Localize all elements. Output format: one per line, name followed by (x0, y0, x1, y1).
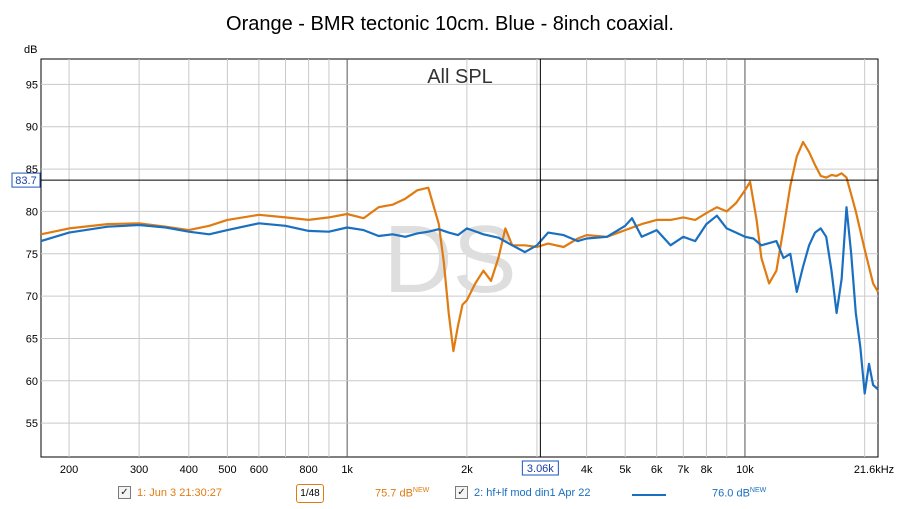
series1-new-badge: NEW (412, 487, 430, 494)
x-tick-label: 200 (60, 464, 78, 476)
x-tick-label: 600 (250, 464, 268, 476)
cursor[interactable]: 83.7 3.06k (11, 59, 878, 476)
x-tick-label: 8k (701, 464, 713, 476)
y-tick-label: 95 (26, 79, 38, 91)
watermark: DS (383, 206, 516, 313)
y-tick-label: 85 (26, 164, 38, 176)
x-tick-label: 4k (581, 464, 593, 476)
x-tick-label: 500 (218, 464, 236, 476)
series1-checkbox[interactable]: ✓ (118, 486, 131, 499)
x-tick-label: 400 (180, 464, 198, 476)
y-tick-label: 55 (26, 418, 38, 430)
y-tick-label: 70 (26, 291, 38, 303)
series2-value-text: 76.0 dB (712, 487, 750, 500)
cursor-x-readout-box (521, 460, 559, 476)
y-tick-label: 65 (26, 333, 38, 345)
x-tick-label: 7k (678, 464, 690, 476)
series2-line-swatch (632, 494, 666, 496)
x-tick-label: 10k (736, 464, 754, 476)
y-tick-label: 80 (26, 206, 38, 218)
y-tick-label: 60 (26, 376, 38, 388)
series1-label[interactable]: 1: Jun 3 21:30:27 (137, 487, 223, 499)
y-axis-label: dB (24, 44, 37, 56)
smoothing-label: 1/48 (300, 488, 320, 499)
series1-value-text: 75.7 dB (375, 487, 413, 500)
y-axis-ticks: 95 90 85 80 75 70 65 60 55 (26, 79, 38, 430)
series-layer (40, 140, 879, 395)
x-tick-label: 21.6kHz (854, 464, 894, 476)
spl-chart: Orange - BMR tectonic 10cm. Blue - 8inch… (11, 13, 894, 476)
smoothing-selector[interactable]: 1/48 (296, 484, 324, 503)
x-axis-ticks: 200 300 400 500 600 800 1k 2k 4k 5k 6k 7k 8k 10k 21.6k… (60, 464, 894, 476)
series-1-line (40, 140, 879, 353)
series2-label[interactable]: 2: hf+lf mod din1 Apr 22 (474, 487, 591, 499)
legend: ✓ 1: Jun 3 21:30:27 1/48 75.7 dBNEW ✓ 2:… (0, 484, 900, 506)
y-tick-label: 75 (26, 249, 38, 261)
x-tick-label: 300 (130, 464, 148, 476)
cursor-y-readout-box (11, 172, 41, 188)
x-tick-label: 800 (299, 464, 317, 476)
x-tick-label: 5k (619, 464, 631, 476)
plot-area[interactable] (40, 58, 879, 458)
cursor-x-readout: 3.06k (527, 463, 554, 475)
chart-title: Orange - BMR tectonic 10cm. Blue - 8inch… (226, 13, 674, 35)
series2-checkbox[interactable]: ✓ (455, 486, 468, 499)
series1-value: 75.7 dBNEW (375, 487, 429, 500)
series2-new-badge: NEW (749, 487, 767, 494)
x-tick-label: 2k (461, 464, 473, 476)
cursor-y-readout: 83.7 (15, 175, 36, 187)
x-tick-label: 6k (651, 464, 663, 476)
series2-value: 76.0 dBNEW (712, 487, 766, 500)
series-2-line (40, 206, 879, 395)
y-tick-label: 90 (26, 122, 38, 134)
x-tick-label: 1k (341, 464, 353, 476)
grid (41, 59, 878, 457)
all-spl-annotation: All SPL (427, 66, 493, 88)
